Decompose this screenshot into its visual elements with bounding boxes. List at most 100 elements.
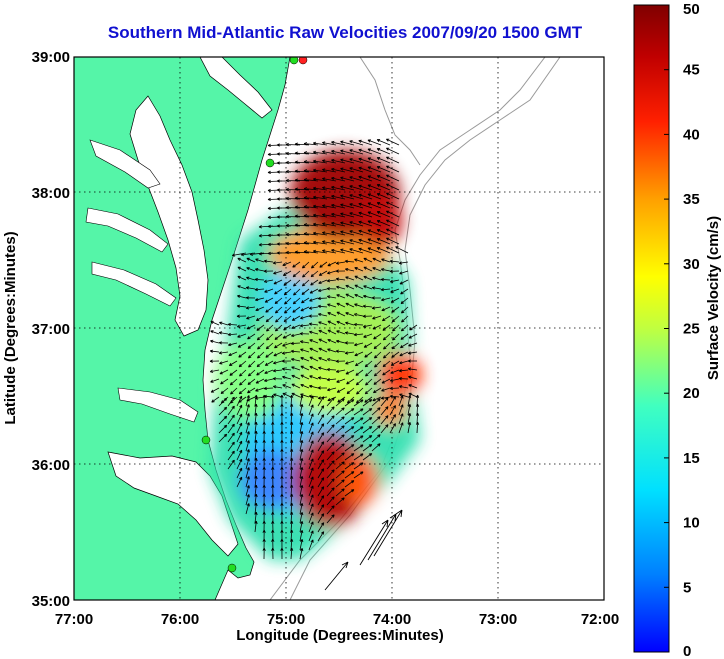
velocity-vector xyxy=(299,529,304,542)
velocity-vector xyxy=(376,247,391,254)
velocity-vector xyxy=(245,440,250,452)
velocity-vector xyxy=(354,275,364,281)
velocity-vector xyxy=(390,360,400,366)
velocity-vector xyxy=(257,351,265,359)
velocity-vector xyxy=(331,194,346,200)
velocity-vector xyxy=(227,450,235,461)
velocity-vector xyxy=(317,504,325,515)
velocity-vector xyxy=(398,377,409,381)
velocity-vector xyxy=(299,493,304,506)
velocity-vector xyxy=(283,288,292,296)
velocity-vector xyxy=(272,385,283,389)
velocity-vector xyxy=(247,342,256,350)
velocity-vector xyxy=(340,140,355,146)
velocity-vector xyxy=(344,435,355,443)
velocity-vector xyxy=(309,339,319,344)
velocity-vector xyxy=(299,448,304,461)
velocity-vector xyxy=(317,477,325,488)
velocity-vector xyxy=(303,232,319,236)
velocity-vector xyxy=(371,306,382,310)
velocity-vector xyxy=(376,175,391,182)
velocity-vector xyxy=(308,476,314,488)
velocity-vector xyxy=(299,412,304,425)
velocity-vector xyxy=(291,383,301,389)
velocity-vector xyxy=(236,304,247,308)
velocity-vector xyxy=(321,150,337,155)
velocity-vector xyxy=(318,366,328,371)
velocity-vector xyxy=(335,398,345,407)
velocity-vector xyxy=(254,511,258,524)
offshore-vectors xyxy=(324,509,403,591)
velocity-vector xyxy=(331,167,346,173)
velocity-vector xyxy=(408,375,418,380)
velocity-vector xyxy=(363,285,373,290)
velocity-vector xyxy=(407,359,418,363)
velocity-vector xyxy=(335,425,345,434)
velocity-vector xyxy=(246,267,256,272)
velocity-vector xyxy=(344,444,355,452)
velocity-vector xyxy=(399,360,409,365)
velocity-vector xyxy=(299,457,304,470)
velocity-vector xyxy=(289,430,294,443)
velocity-vector xyxy=(398,261,409,265)
velocity-vector xyxy=(367,211,382,218)
velocity-vector xyxy=(340,176,355,182)
velocity-vector xyxy=(254,439,258,452)
velocity-vector xyxy=(308,539,314,551)
velocity-vector xyxy=(303,250,319,254)
velocity-vector xyxy=(409,324,418,331)
velocity-vector xyxy=(354,293,364,299)
velocity-vector xyxy=(308,322,319,326)
velocity-vector xyxy=(245,494,250,506)
velocity-vector xyxy=(273,351,283,357)
velocity-vector xyxy=(308,413,314,425)
velocity-vector xyxy=(349,185,364,191)
velocity-vector xyxy=(245,431,250,443)
x-tick-label: 72:00 xyxy=(581,611,619,628)
velocity-vector xyxy=(344,259,355,264)
velocity-vector xyxy=(282,342,292,347)
velocity-vector xyxy=(245,286,256,290)
velocity-vector xyxy=(272,369,283,373)
velocity-vector xyxy=(302,270,310,278)
velocity-vector xyxy=(285,169,301,174)
velocity-vector xyxy=(336,294,346,299)
velocity-vector xyxy=(289,511,294,524)
velocity-vector xyxy=(371,416,381,425)
velocity-vector xyxy=(210,387,220,393)
velocity-vector xyxy=(276,197,292,201)
velocity-vector xyxy=(245,476,250,488)
velocity-vector xyxy=(303,241,319,245)
velocity-vector xyxy=(256,369,265,376)
velocity-vector xyxy=(281,359,292,363)
velocity-vector xyxy=(317,531,325,542)
velocity-vector xyxy=(367,193,382,200)
colorbar-tick-label: 50 xyxy=(683,1,700,18)
velocity-vector xyxy=(254,520,258,533)
velocity-vector xyxy=(353,471,364,479)
velocity-vector xyxy=(321,240,337,245)
velocity-vector xyxy=(218,351,229,355)
velocity-vector xyxy=(308,314,319,318)
velocity-vector xyxy=(285,187,301,192)
velocity-vector xyxy=(367,238,382,245)
y-axis: 39:00 38:00 37:00 36:00 35:00 Latitude (… xyxy=(2,49,70,610)
velocity-vector xyxy=(309,297,319,302)
velocity-vector xyxy=(331,185,346,191)
velocity-vector xyxy=(345,284,355,290)
velocity-vector xyxy=(210,378,220,383)
velocity-vector xyxy=(245,306,256,310)
velocity-vector xyxy=(344,489,355,497)
velocity-vector xyxy=(276,233,292,237)
velocity-vector xyxy=(276,251,292,255)
velocity-vector xyxy=(318,321,328,326)
colorbar-tick-label: 25 xyxy=(683,321,700,338)
velocity-vector xyxy=(290,357,301,362)
velocity-vector xyxy=(285,160,301,165)
velocity-vector xyxy=(300,383,310,389)
velocity-vector xyxy=(274,288,283,295)
velocity-vector xyxy=(321,213,337,218)
velocity-vector xyxy=(349,239,364,245)
velocity-vector xyxy=(299,332,310,336)
velocity-vector xyxy=(265,342,274,350)
